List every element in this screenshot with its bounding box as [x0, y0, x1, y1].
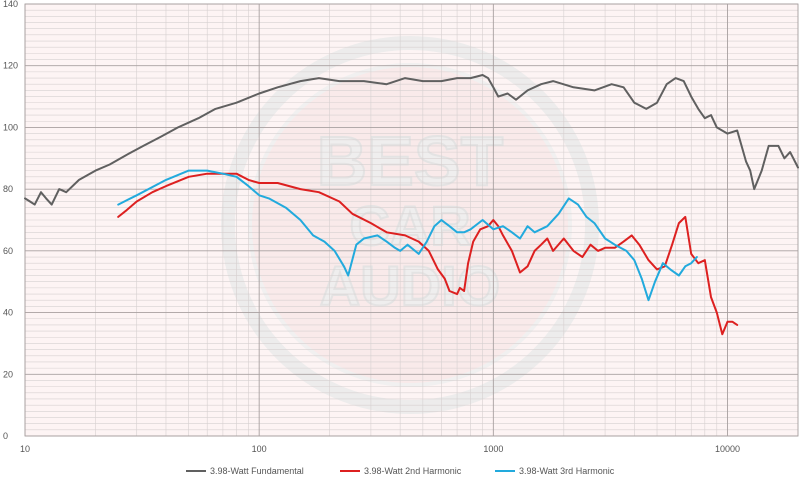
x-tick-label: 10: [20, 444, 30, 454]
legend: 3.98-Watt Fundamental 3.98-Watt 2nd Harmo…: [186, 466, 615, 476]
legend-label-0: 3.98-Watt Fundamental: [210, 466, 304, 476]
y-axis-ticks: 0 20 40 60 80 100 120 140: [3, 0, 18, 441]
y-tick-label: 20: [3, 369, 13, 379]
watermark-circle-inner: [248, 63, 572, 387]
y-tick-label: 120: [3, 61, 18, 71]
watermark-circle-outer: [221, 36, 599, 414]
plot-border: [24, 3, 799, 437]
legend-label-1: 3.98-Watt 2nd Harmonic: [364, 466, 462, 476]
series-line-1: [117, 172, 739, 336]
x-tick-label: 1000: [483, 444, 503, 454]
y-tick-label: 140: [3, 0, 18, 9]
grid-minor-x: [95, 4, 799, 436]
y-tick-label: 40: [3, 308, 13, 318]
series-line-0: [24, 74, 799, 206]
x-axis-ticks: 10 100 1000 10000: [20, 444, 740, 454]
legend-label-2: 3.98-Watt 3rd Harmonic: [519, 466, 615, 476]
y-tick-label: 80: [3, 184, 13, 194]
grid-minor-y: [25, 9, 798, 431]
series-line-2: [117, 169, 698, 302]
series-layer: [24, 74, 799, 336]
y-tick-label: 60: [3, 246, 13, 256]
x-tick-label: 10000: [715, 444, 740, 454]
y-tick-label: 100: [3, 122, 18, 132]
grid-major: [24, 3, 799, 437]
watermark-text-line1: BEST: [317, 122, 504, 200]
x-tick-label: 100: [252, 444, 267, 454]
y-tick-label: 0: [3, 431, 8, 441]
watermark-logo: BEST CAR AUDIO: [221, 36, 599, 414]
